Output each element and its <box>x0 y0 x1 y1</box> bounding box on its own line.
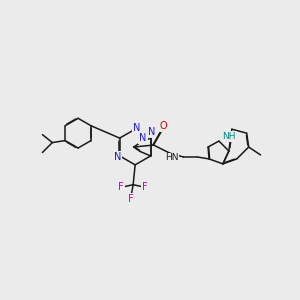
Text: O: O <box>160 121 167 131</box>
Text: N: N <box>114 152 122 162</box>
Text: N: N <box>148 127 155 137</box>
Text: F: F <box>128 194 134 203</box>
Text: HN: HN <box>165 153 178 162</box>
Text: F: F <box>118 182 124 192</box>
Text: N: N <box>140 133 147 142</box>
Text: NH: NH <box>222 132 236 141</box>
Text: F: F <box>142 182 148 192</box>
Text: N: N <box>134 123 141 133</box>
